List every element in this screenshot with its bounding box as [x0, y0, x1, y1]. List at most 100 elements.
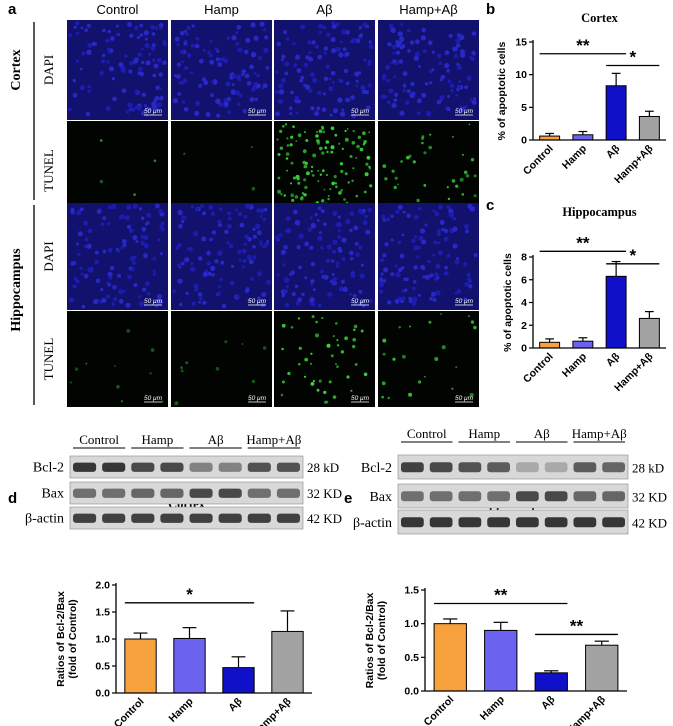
nucleus [184, 65, 189, 71]
nucleus [118, 289, 123, 295]
tunel-signal [393, 185, 397, 190]
scale-bar-label: 50 μm [351, 298, 370, 305]
tunel-signal [297, 133, 302, 137]
nucleus [68, 297, 75, 303]
nucleus [471, 50, 476, 56]
tunel-signal [315, 130, 318, 133]
x-category-b-2: Aβ [604, 142, 623, 161]
x-category-b-0: Control [521, 143, 556, 178]
scale-bar-label: 50 μm [144, 108, 163, 115]
x-category-e-1: Hamp [478, 694, 507, 723]
nucleus [465, 229, 469, 234]
tunel-signal [133, 193, 137, 197]
nucleus [286, 228, 292, 234]
tunel-signal [310, 352, 313, 355]
tunel-signal [180, 366, 184, 370]
nucleus [463, 104, 468, 109]
nucleus [435, 263, 441, 269]
nucleus [122, 289, 126, 293]
blot-band-d-2-3 [160, 513, 184, 523]
tunel-signal [428, 320, 432, 324]
nucleus [159, 26, 163, 30]
nucleus [76, 31, 80, 35]
nucleus [382, 77, 386, 81]
nucleus [87, 84, 91, 89]
tunel-signal [279, 129, 283, 133]
nucleus [221, 303, 227, 308]
nucleus [456, 257, 460, 260]
nucleus [349, 250, 354, 256]
nucleus [350, 272, 356, 278]
tunel-signal [351, 141, 356, 145]
nucleus [107, 248, 113, 253]
nucleus [79, 67, 83, 71]
nucleus [207, 50, 212, 55]
nucleus [325, 258, 331, 263]
nucleus [443, 236, 449, 242]
nucleus [283, 289, 288, 294]
nucleus [94, 259, 99, 265]
micrograph-2-3 [378, 203, 479, 310]
nucleus [155, 304, 158, 308]
nucleus [255, 223, 261, 229]
nucleus [360, 263, 364, 267]
nucleus [151, 32, 156, 36]
tunel-signal [99, 139, 103, 142]
nucleus [143, 30, 149, 36]
tunel-signal [315, 333, 319, 338]
scale-bar-label: 50 μm [351, 395, 370, 402]
x-category-b-1: Hamp [560, 143, 589, 172]
nucleus [125, 110, 130, 114]
scale-bar-label: 50 μm [248, 395, 267, 402]
nucleus [87, 43, 93, 48]
nucleus [286, 37, 290, 41]
nucleus [323, 222, 327, 227]
nucleus [70, 210, 75, 215]
nucleus [316, 106, 321, 111]
nucleus [318, 231, 322, 235]
nucleus [295, 111, 299, 115]
y-tick-label-b: 10 [515, 69, 527, 81]
tunel-signal [321, 169, 325, 173]
y-axis-label2-d: (fold of Control) [67, 599, 79, 678]
tunel-signal [284, 123, 288, 126]
nucleus [303, 62, 309, 68]
nucleus [443, 228, 449, 234]
nucleus [194, 43, 200, 49]
nucleus [226, 36, 230, 40]
nucleus [358, 289, 363, 294]
tunel-signal [290, 326, 294, 329]
nucleus [421, 92, 427, 98]
nucleus [440, 74, 446, 80]
nucleus [247, 237, 252, 242]
nucleus [126, 224, 132, 229]
nucleus [360, 84, 366, 91]
nucleus [118, 298, 124, 304]
tunel-signal [316, 141, 321, 145]
y-tick-label-c: 0 [521, 343, 527, 355]
tunel-signal [310, 165, 314, 169]
tunel-signal [473, 194, 477, 198]
nucleus [147, 52, 152, 56]
nucleus [434, 272, 439, 277]
tunel-signal [301, 192, 305, 195]
nucleus [337, 97, 343, 103]
blot-band-e-2-5 [544, 517, 568, 528]
tunel-signal [330, 354, 334, 358]
nucleus [382, 253, 387, 258]
tunel-signal [249, 398, 252, 401]
nucleus [419, 228, 426, 234]
y-tick-label-c: 6 [521, 274, 527, 286]
nucleus [473, 97, 477, 100]
nucleus [129, 33, 134, 38]
tunel-signal [303, 375, 307, 378]
nucleus [453, 53, 458, 59]
nucleus [190, 71, 194, 75]
tunel-signal [418, 380, 422, 384]
nucleus [285, 285, 289, 289]
nucleus [195, 36, 200, 41]
nucleus [243, 214, 248, 219]
nucleus [340, 111, 346, 117]
nucleus [414, 51, 420, 57]
tunel-signal [332, 181, 336, 185]
